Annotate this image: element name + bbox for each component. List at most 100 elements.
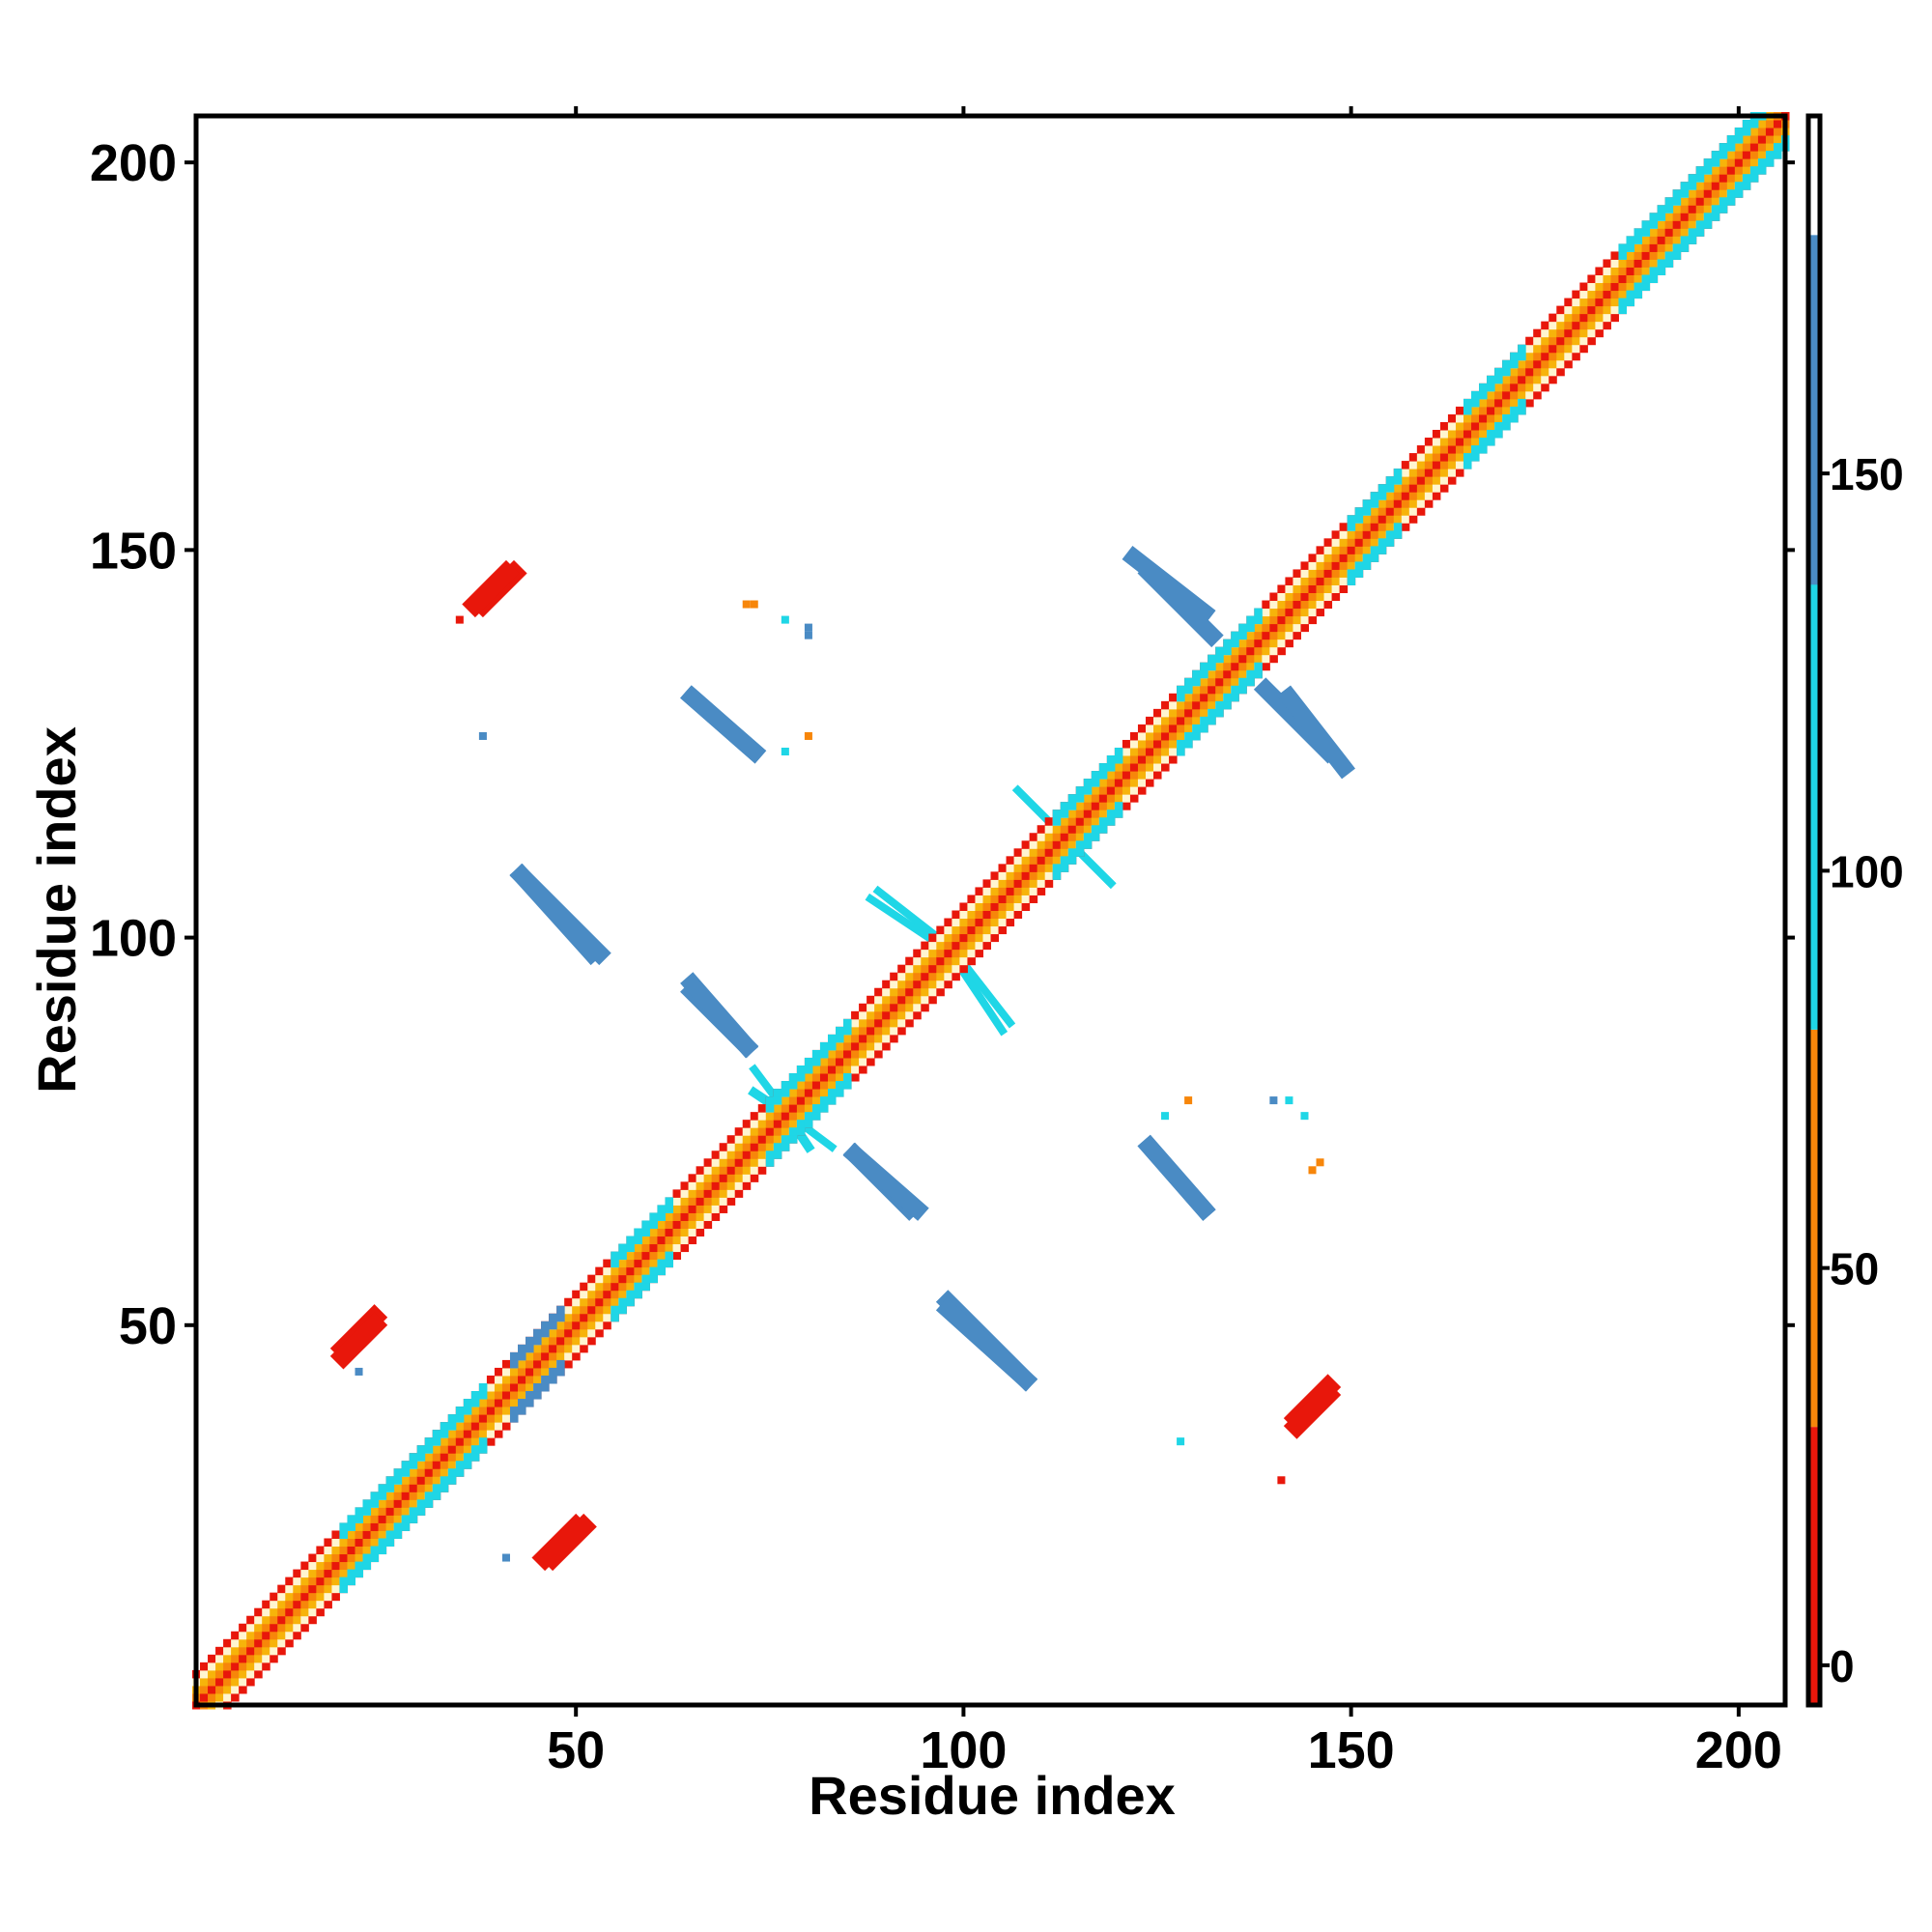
- diagonal-cell: [1223, 654, 1232, 664]
- diagonal-cell: [270, 1615, 278, 1625]
- diagonal-highlight-cell: [1223, 700, 1232, 710]
- diagonal-cell: [1401, 492, 1410, 500]
- diagonal-highlight-cell: [1626, 236, 1635, 244]
- diagonal-cell: [1331, 592, 1341, 602]
- diagonal-cell: [726, 1166, 736, 1175]
- diagonal-highlight-cell: [1200, 724, 1208, 733]
- diagonal-highlight-cell: [1618, 243, 1627, 252]
- diagonal-cell: [1664, 213, 1674, 221]
- diagonal-cell: [1634, 267, 1643, 275]
- diagonal-cell: [1525, 398, 1534, 408]
- diagonal-highlight-cell: [1657, 213, 1666, 221]
- diagonal-highlight-cell: [1052, 817, 1062, 826]
- diagonal-cell: [1277, 646, 1286, 656]
- x-tick-label: 100: [920, 1721, 1007, 1779]
- diagonal-cell: [680, 1228, 690, 1237]
- diagonal-cell: [1711, 189, 1720, 198]
- diagonal-highlight-cell: [432, 1484, 441, 1492]
- diagonal-cell: [1455, 406, 1464, 415]
- diagonal-cell: [324, 1577, 332, 1586]
- diagonal-highlight-cell: [1711, 151, 1720, 159]
- diagonal-cell: [1021, 871, 1031, 880]
- diagonal-highlight-cell: [1749, 166, 1759, 175]
- diagonal-highlight-cell: [385, 1538, 395, 1547]
- diagonal-highlight-cell: [1719, 205, 1728, 213]
- diagonal-highlight-cell: [649, 1266, 658, 1276]
- diagonal-cell: [1021, 895, 1031, 903]
- diagonal-cell: [595, 1321, 604, 1330]
- diagonal-cell: [1013, 879, 1023, 888]
- diagonal-highlight-cell: [1518, 352, 1526, 361]
- diagonal-cell: [1634, 251, 1643, 260]
- colorbar-segment-upper: [1808, 235, 1820, 585]
- diagonal-cell: [1122, 747, 1131, 756]
- diagonal-cell: [541, 1336, 550, 1346]
- diagonal-cell: [796, 1089, 806, 1097]
- diagonal-cell: [518, 1391, 526, 1400]
- diagonal-cell: [804, 1089, 813, 1097]
- diagonal-cell: [1447, 413, 1457, 423]
- diagonal-cell: [1610, 282, 1619, 292]
- diagonal-cell: [1262, 615, 1270, 625]
- diagonal-cell: [921, 956, 929, 966]
- diagonal-cell: [262, 1623, 270, 1633]
- diagonal-cell: [1603, 274, 1611, 284]
- diagonal-cell: [556, 1336, 565, 1346]
- diagonal-cell: [757, 1120, 767, 1128]
- diagonal-cell: [1269, 646, 1278, 656]
- diagonal-cell: [518, 1382, 526, 1392]
- diagonal-highlight-cell: [393, 1530, 403, 1539]
- diagonal-highlight-cell: [836, 1034, 844, 1043]
- diagonal-highlight-cell: [370, 1492, 380, 1500]
- diagonal-cell: [1664, 228, 1674, 237]
- diagonal-cell: [611, 1266, 619, 1276]
- diagonal-cell: [1510, 398, 1519, 408]
- diagonal-cell: [851, 1034, 860, 1043]
- diagonal-cell: [1579, 282, 1588, 292]
- diagonal-cell: [1161, 763, 1170, 772]
- diagonal-highlight-cell: [634, 1228, 642, 1237]
- diagonal-cell: [1548, 375, 1557, 384]
- diagonal-cell: [1432, 461, 1441, 469]
- diagonal-highlight-cell: [447, 1422, 457, 1431]
- x-axis-title: Residue index: [809, 1765, 1176, 1826]
- diagonal-highlight-cell: [1231, 631, 1239, 640]
- diagonal-cell: [1177, 708, 1185, 718]
- diagonal-cell: [1037, 840, 1046, 849]
- diagonal-cell: [1742, 135, 1751, 144]
- diagonal-cell: [990, 895, 1000, 903]
- diagonal-cell: [1215, 662, 1224, 671]
- diagonal-cell: [1169, 716, 1178, 725]
- diagonal-cell: [1370, 538, 1379, 547]
- diagonal-highlight-cell: [424, 1437, 434, 1446]
- diagonal-cell: [750, 1127, 759, 1136]
- diagonal-cell: [1533, 367, 1542, 377]
- diagonal-cell: [1401, 499, 1410, 508]
- diagonal-cell: [921, 987, 929, 997]
- diagonal-cell: [1587, 321, 1596, 330]
- diagonal-cell: [1153, 771, 1162, 780]
- diagonal-cell: [1083, 794, 1093, 803]
- diagonal-cell: [1137, 739, 1147, 749]
- diagonal-cell: [1548, 336, 1557, 346]
- diagonal-cell: [975, 910, 983, 920]
- diagonal-cell: [1161, 747, 1170, 756]
- diagonal-cell: [293, 1607, 301, 1617]
- diagonal-cell: [347, 1546, 355, 1555]
- diagonal-highlight-cell: [1354, 569, 1364, 578]
- diagonal-highlight-cell: [440, 1422, 449, 1431]
- diagonal-cell: [859, 1034, 867, 1043]
- diagonal-cell: [526, 1367, 534, 1377]
- diagonal-highlight-cell: [626, 1297, 635, 1307]
- diagonal-cell: [1370, 530, 1379, 539]
- diagonal-cell: [239, 1623, 247, 1633]
- diagonal-cell: [603, 1282, 611, 1292]
- diagonal-cell: [1370, 523, 1379, 531]
- diagonal-cell: [533, 1375, 542, 1384]
- diagonal-cell: [1269, 608, 1278, 617]
- diagonal-cell: [239, 1654, 247, 1663]
- diagonal-cell: [378, 1499, 387, 1508]
- diagonal-cell: [447, 1437, 457, 1446]
- diagonal-cell: [1122, 771, 1131, 780]
- diagonal-cell: [1556, 359, 1565, 369]
